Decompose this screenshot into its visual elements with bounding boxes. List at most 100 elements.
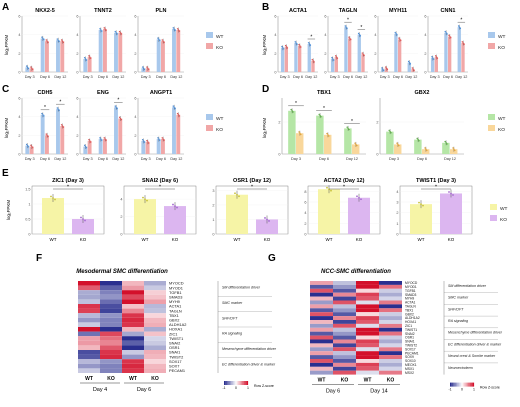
panel-f-cell: [144, 322, 166, 327]
panel-g-scale-cell: [454, 382, 457, 387]
panel-c-legend-swatch-ko: [206, 125, 213, 131]
panel-g-cell: [310, 370, 333, 375]
panel-b-point: [462, 42, 464, 44]
panel-e-y-tick: 6: [304, 201, 306, 205]
panel-b-point: [358, 33, 361, 36]
panel-e-y-tick: 0.5: [25, 218, 30, 222]
panel-c-label: C: [2, 84, 9, 95]
panel-e-bar-ko: [440, 193, 462, 234]
panel-g-cell: [379, 362, 402, 367]
panel-b-bar-cnn1-wt: [444, 32, 448, 72]
panel-g-cell: [356, 366, 379, 371]
panel-e-y-tick: 2: [304, 222, 306, 226]
panel-c-point: [47, 135, 49, 138]
panel-f-cell: [78, 299, 100, 304]
panel-g-cell: [333, 355, 356, 359]
panel-a-bar-nkx2-5-ko: [60, 41, 65, 72]
panel-e-point: [264, 217, 266, 219]
panel-e-point: [360, 198, 362, 201]
panel-g-column-label: WT: [318, 378, 326, 384]
panel-a-point: [88, 55, 90, 57]
panel-f-category: Mesenchyme differentiation driver: [222, 347, 277, 351]
panel-f-cell: [144, 281, 166, 286]
panel-d-point: [356, 144, 358, 147]
panel-g-category: Neural crest & Somite marker: [448, 354, 496, 358]
panel-f-gene-label: SNAI2: [169, 340, 180, 345]
panel-c-bar-eng-ko: [103, 139, 107, 154]
panel-f-gene-label: MYOCD: [169, 281, 184, 286]
panel-e-y-tick: 4: [304, 211, 306, 215]
panel-b-point: [449, 35, 451, 38]
panel-a-point: [85, 59, 88, 61]
panel-f-cell: [78, 294, 100, 300]
panel-f-cell: [78, 345, 100, 350]
panel-c-y-tick: 4: [18, 115, 20, 119]
panel-f-scale-cell: [239, 381, 241, 385]
panel-b-bar-cnn1-ko: [448, 36, 452, 72]
panel-a-point: [159, 39, 161, 42]
panel-f-cell: [100, 313, 122, 318]
panel-g-scale-cell: [460, 382, 463, 387]
panel-f-cell: [100, 304, 122, 309]
panel-g-cell: [333, 331, 356, 336]
panel-a-x-tick: Day 3: [141, 75, 151, 79]
panel-b-point: [461, 41, 463, 43]
panel-g-cell: [356, 300, 379, 305]
panel-b-point: [307, 42, 310, 44]
panel-c-point: [157, 137, 159, 139]
panel-g-cell: [356, 370, 379, 375]
panel-g-cell: [356, 316, 379, 320]
panel-d-legend-label-wt: WT: [498, 116, 506, 122]
panel-g-category: Neuroectoderm: [448, 366, 473, 370]
panel-e-point: [82, 218, 84, 220]
panel-e-x-tick: KO: [356, 237, 363, 242]
panel-g-cell: [310, 339, 333, 344]
panel-c-point: [161, 137, 163, 139]
panel-c-sig-star: *: [44, 105, 46, 111]
panel-f-cell: [144, 327, 166, 332]
panel-e-title: SNAI2 (Day 6): [142, 178, 178, 184]
panel-a-point: [158, 38, 160, 41]
panel-c-point: [176, 112, 179, 115]
panel-g-scale-cell: [453, 382, 455, 387]
panel-f-cell: [100, 327, 122, 332]
panel-a-y-tick: 2: [134, 52, 136, 56]
panel-b-point: [295, 42, 297, 44]
panel-f-cell: [122, 317, 144, 323]
panel-c-point: [27, 146, 30, 148]
panel-c-point: [60, 124, 63, 126]
panel-f: F Mesodermal SMC differentiation MYOCDMYOD…: [36, 253, 277, 393]
panel-c-title-eng: ENG: [97, 90, 109, 96]
panel-g-category: EC differentiation driver & marker: [448, 342, 502, 346]
panel-b-point: [386, 68, 389, 71]
panel-d-point: [298, 131, 300, 133]
panel-a-bar-pln-wt: [172, 29, 176, 72]
panel-g-gene-label: TWIST2: [405, 344, 417, 348]
panel-g-gene-label: TWIST1: [405, 328, 417, 332]
panel-b-point: [331, 57, 333, 59]
panel-e-point: [236, 193, 238, 196]
panel-c-point: [143, 141, 146, 143]
panel-g-scale-tick: -1: [448, 388, 451, 392]
panel-f-cell: [100, 299, 122, 304]
panel-e-y-tick: 2: [120, 215, 122, 219]
panel-f-cell: [100, 340, 122, 346]
panel-a-point: [90, 57, 92, 59]
panel-e-sig-star: *: [435, 184, 437, 190]
panel-f-column-label: WT: [85, 376, 93, 382]
panel-a-point: [173, 28, 175, 30]
panel-e-y-tick: 3: [212, 189, 214, 193]
panel-g-cell: [310, 347, 333, 352]
panel-d-y-tick: 2: [376, 121, 378, 125]
panel-b-y-tick: 2: [424, 52, 426, 56]
panel-b-point: [281, 45, 283, 48]
panel-b-point: [399, 38, 401, 41]
panel-g-cell: [356, 343, 379, 348]
panel-b-point: [363, 54, 365, 57]
panel-b-label: B: [262, 2, 269, 13]
panel-b-x-tick: Day 3: [430, 75, 440, 79]
panel-b-x-tick: Day 3: [280, 75, 290, 79]
panel-f-title: Mesodermal SMC differentiation: [76, 269, 168, 275]
panel-b-x-tick: Day 6: [393, 75, 403, 79]
panel-g-scale-cell: [452, 382, 454, 387]
